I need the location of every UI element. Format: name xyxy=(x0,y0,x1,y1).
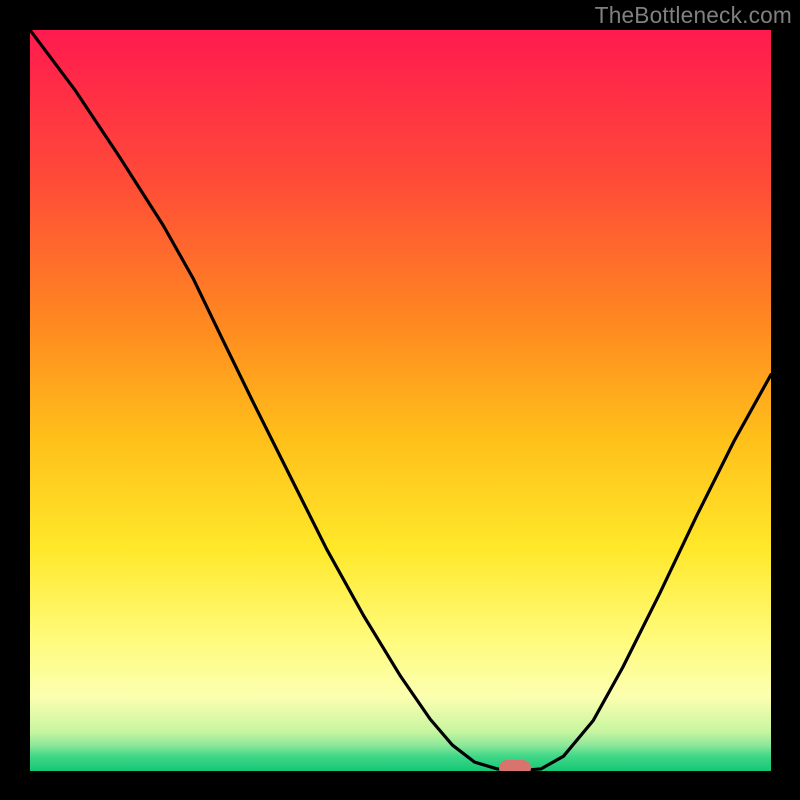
optimum-marker xyxy=(499,760,531,771)
plot-area xyxy=(30,30,771,771)
chart-frame: TheBottleneck.com xyxy=(0,0,800,800)
gradient-background xyxy=(30,30,771,771)
watermark-text: TheBottleneck.com xyxy=(595,2,792,29)
gradient-and-curve-svg xyxy=(30,30,771,771)
